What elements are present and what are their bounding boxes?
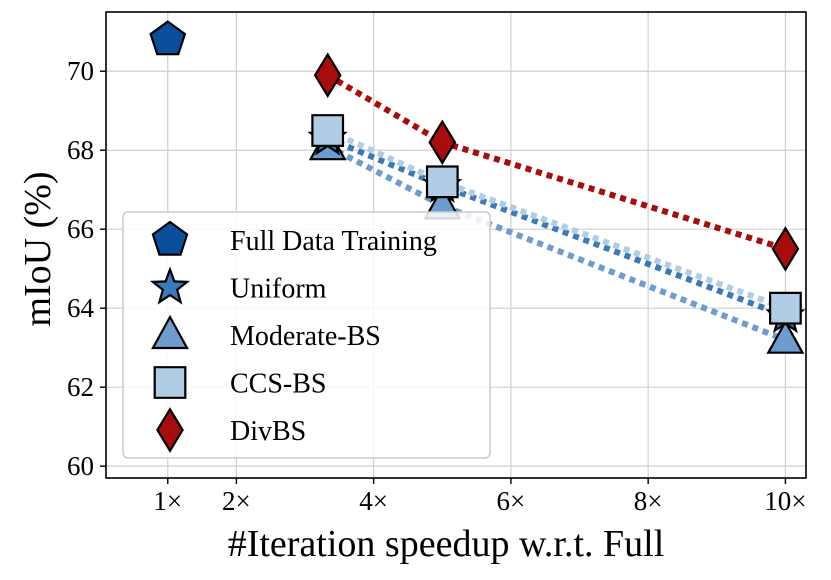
plot-frame bbox=[105, 11, 807, 479]
legend: Full Data Training Uniform Moderate-BS CCS-… bbox=[122, 211, 491, 459]
y-tick-label: 68 bbox=[67, 135, 94, 165]
legend-marker-triangle bbox=[151, 314, 189, 350]
legend-label: CCS-BS bbox=[230, 369, 327, 400]
axis-ticks: 1× 2× 4× 6× 8× 10× 60 62 64 66 68 70 bbox=[67, 56, 807, 516]
y-axis-label: mIoU (%) bbox=[17, 171, 59, 326]
legend-label: Moderate-BS bbox=[230, 321, 381, 352]
series-line-2 bbox=[326, 143, 787, 343]
legend-marker-square bbox=[153, 366, 187, 399]
legend-label: DivBS bbox=[230, 416, 306, 447]
x-tick-label: 4× bbox=[359, 486, 388, 516]
y-tick-label: 64 bbox=[67, 293, 95, 323]
x-tick-label: 2× bbox=[222, 486, 251, 516]
data-point-square bbox=[311, 114, 345, 147]
data-point-square bbox=[425, 165, 459, 199]
data-point-diamond bbox=[313, 52, 342, 99]
x-axis-label: #Iteration speedup w.r.t. Full bbox=[228, 523, 665, 565]
y-tick-label: 60 bbox=[67, 451, 94, 481]
x-tick-label: 8× bbox=[634, 486, 663, 516]
data-point-triangle bbox=[766, 319, 805, 354]
legend-marker-diamond bbox=[156, 407, 184, 453]
x-tick-label: 10× bbox=[764, 486, 806, 516]
data-point-pentagon bbox=[149, 20, 187, 56]
data-point-diamond bbox=[428, 119, 457, 166]
x-tick-label: 1× bbox=[153, 486, 182, 516]
y-tick-label: 66 bbox=[67, 214, 94, 244]
legend-marker-star bbox=[149, 266, 191, 305]
data-point-square bbox=[769, 291, 802, 325]
legend-box bbox=[122, 211, 491, 459]
x-tick-label: 6× bbox=[497, 486, 526, 516]
legend-label: Full Data Training bbox=[230, 226, 437, 257]
y-tick-label: 70 bbox=[67, 56, 94, 86]
legend-marker-pentagon bbox=[151, 220, 189, 256]
y-tick-label: 62 bbox=[67, 372, 94, 402]
legend-label: Uniform bbox=[230, 274, 327, 305]
data-point-diamond bbox=[771, 226, 800, 272]
